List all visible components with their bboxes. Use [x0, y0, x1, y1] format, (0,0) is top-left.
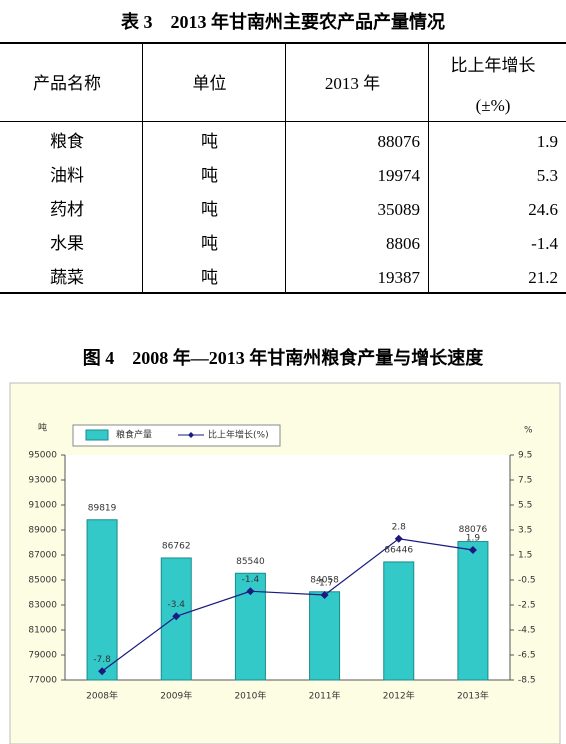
bar-value-label: 89819	[88, 503, 117, 513]
bar-value-label: 85540	[236, 557, 265, 567]
y-unit: 吨	[38, 422, 47, 434]
bar	[309, 591, 341, 681]
table-cell: 吨	[201, 268, 218, 287]
table-cell: 蔬菜	[50, 268, 84, 287]
line-marker	[246, 587, 255, 596]
line-value-label: -1.7	[316, 579, 334, 589]
y-tick-label: 83000	[28, 601, 57, 611]
table-cell: 比上年增长	[450, 56, 536, 75]
table: 产品名称 单位 2013 年比上年增长 (±%) 粮食吨 88076 1.9 油料吨 19974…	[0, 42, 566, 294]
table-cell: -1.4	[531, 234, 558, 253]
x-tick-label: 2009年	[160, 690, 192, 702]
table-cell: 88076	[377, 132, 421, 151]
y2-tick-label: 3.5	[518, 526, 532, 536]
legend	[72, 424, 281, 447]
y-tick-label: 77000	[28, 676, 57, 686]
table-cell: 2013 年	[324, 74, 381, 93]
table-cell: 油料	[50, 166, 84, 185]
y2-tick-label: -2.5	[518, 601, 536, 611]
line-value-label: -1.4	[242, 575, 260, 585]
table-cell: 吨	[201, 132, 218, 151]
bar	[86, 519, 118, 681]
y2-tick-label: 5.5	[518, 501, 532, 511]
line-marker	[394, 534, 403, 543]
table-cell: 5.3	[536, 166, 558, 185]
line-value-label: -7.8	[93, 655, 111, 665]
y2-tick-label: -0.5	[518, 576, 536, 586]
y2-tick-label: -6.5	[518, 651, 536, 661]
table-cell: 19387	[377, 268, 421, 287]
y-tick-label: 93000	[28, 476, 57, 486]
legend-label: 粮食产量	[116, 429, 152, 441]
table-cell: 单位	[192, 74, 227, 93]
table-cell: 21.2	[528, 268, 558, 287]
table-cell: 吨	[201, 200, 218, 219]
table-cell: 8806	[386, 234, 420, 253]
table-cell: 19974	[377, 166, 421, 185]
bar	[383, 561, 415, 681]
table-cell: 产品名称	[33, 74, 101, 93]
x-tick-label: 2012年	[383, 690, 415, 702]
x-tick-label: 2010年	[234, 690, 266, 702]
line-value-label: -3.4	[167, 600, 185, 610]
table-cell: 35089	[377, 200, 421, 219]
bar-value-label: 84058	[310, 575, 339, 585]
y2-tick-label: -4.5	[518, 626, 536, 636]
x-tick-label: 2008年	[86, 690, 118, 702]
x-tick-label: 2013年	[457, 690, 489, 702]
table-cell: 24.6	[528, 200, 558, 219]
column-line	[285, 44, 286, 292]
bar	[457, 541, 489, 681]
table-title: 表 3 2013 年甘南州主要农产品产量情况	[121, 12, 445, 32]
plot-area	[65, 455, 510, 680]
bar-value-label: 86762	[162, 541, 191, 551]
y2-tick-label: 7.5	[518, 476, 532, 486]
line-marker	[468, 546, 477, 554]
line-value-label: 2.8	[392, 522, 407, 532]
chart-title: 图 4 2008 年—2013 年甘南州粮食产量与增长速度	[82, 348, 484, 368]
y2-tick-label: -8.5	[518, 676, 536, 686]
table-cell: 吨	[201, 166, 218, 185]
legend-swatch	[188, 432, 194, 438]
table-cell: 水果	[50, 234, 84, 253]
y2-tick-label: 9.5	[518, 451, 532, 461]
line-marker	[98, 667, 107, 676]
column-line	[142, 44, 143, 292]
legend-label: 比上年增长(%)	[208, 429, 269, 441]
table-cell: (±%)	[475, 96, 511, 115]
y2-unit: %	[524, 426, 533, 436]
y-tick-label: 87000	[28, 551, 57, 561]
line-marker	[172, 612, 181, 621]
y-tick-label: 89000	[28, 526, 57, 536]
bar-value-label: 86446	[384, 545, 413, 555]
y-tick-label: 95000	[28, 451, 57, 461]
legend-swatch	[85, 429, 109, 441]
column-line	[428, 44, 429, 292]
table-cell: 吨	[201, 234, 218, 253]
table-cell: 粮食	[50, 132, 84, 151]
y2-tick-label: 1.5	[518, 551, 532, 561]
table-cell: 药材	[50, 200, 84, 219]
line-marker	[320, 591, 329, 599]
line	[101, 538, 474, 672]
bar-value-label: 88076	[459, 525, 488, 535]
header-line	[0, 121, 566, 122]
y-tick-label: 91000	[28, 501, 57, 511]
y-tick-label: 81000	[28, 626, 57, 636]
x-tick-label: 2011年	[309, 690, 341, 702]
line-value-label: 1.9	[466, 534, 481, 544]
y-tick-label: 79000	[28, 651, 57, 661]
y-tick-label: 85000	[28, 576, 57, 586]
table-cell: 1.9	[536, 132, 558, 151]
